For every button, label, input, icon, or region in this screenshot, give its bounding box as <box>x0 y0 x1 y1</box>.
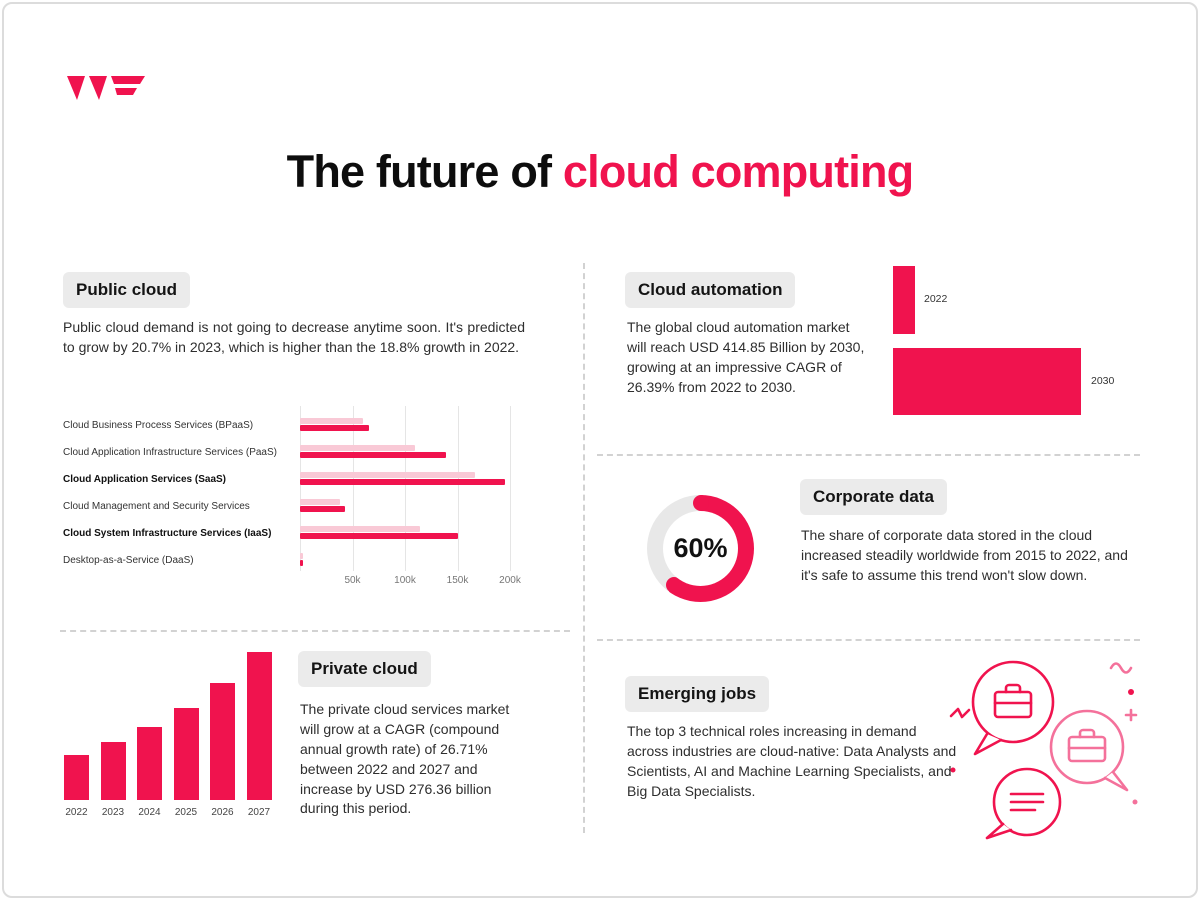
public-cloud-bar-chart: 50k 100k 150k 200k Cloud Business Process Se… <box>63 406 533 588</box>
gridline <box>457 406 459 571</box>
year-bar-2024 <box>137 727 162 800</box>
year-bar-2027 <box>246 652 272 800</box>
bar-2022 <box>300 526 421 532</box>
title-accent: cloud computing <box>562 146 914 197</box>
bar-row: Desktop-as-a-Service (DaaS) <box>63 547 533 574</box>
vertical-section-divider <box>583 263 585 833</box>
bar-2022 <box>300 418 363 424</box>
year-label: 2027 <box>247 807 271 818</box>
bar-row: Cloud Application Infrastructure Service… <box>63 439 533 466</box>
donut-hole <box>663 511 738 586</box>
private-cloud-heading: Private cloud <box>298 651 431 687</box>
private-cloud-bar-chart: 2022 2023 2024 2025 2026 2027 <box>63 648 278 820</box>
year-bar-2026 <box>210 683 235 800</box>
bar-row: Cloud Business Process Services (BPaaS) <box>63 412 533 439</box>
donut-arc-cap <box>665 577 682 594</box>
bar-2022 <box>300 553 303 559</box>
corporate-data-heading: Corporate data <box>800 479 947 515</box>
section-divider <box>60 630 570 632</box>
year-label: 2023 <box>101 807 125 818</box>
donut-percent-label: 60% <box>673 533 728 563</box>
bar-2023 <box>300 506 345 512</box>
gridline <box>352 406 354 571</box>
x-tick-label: 150k <box>446 575 469 586</box>
category-label: Cloud Application Infrastructure Service… <box>63 447 277 458</box>
donut-arc-cap <box>692 495 709 511</box>
automation-bar-2022-label: 2022 <box>924 293 948 305</box>
year-bar-2025 <box>173 707 199 800</box>
section-divider <box>597 454 1140 456</box>
x-tick-label: 50k <box>344 575 361 586</box>
bar-row: Cloud System Infrastructure Services (Ia… <box>63 520 533 547</box>
title-prefix: The future of <box>286 146 563 197</box>
category-label: Cloud Business Process Services (BPaaS) <box>63 420 254 431</box>
automation-bar-2022 <box>893 266 915 334</box>
automation-bar-2030 <box>893 348 1081 415</box>
bar-2022 <box>300 445 416 451</box>
bar-2023 <box>300 533 458 539</box>
year-bar-2023 <box>100 742 126 800</box>
category-label: Cloud Application Services (SaaS) <box>63 474 227 485</box>
bar-2023 <box>300 452 447 458</box>
year-label: 2024 <box>138 807 161 818</box>
corporate-data-body: The share of corporate data stored in th… <box>801 527 1128 583</box>
year-label: 2026 <box>211 807 234 818</box>
corporate-data-donut-chart: 60% <box>647 495 754 602</box>
gridline <box>300 406 301 571</box>
section-divider <box>597 639 1140 641</box>
speech-bubbles-briefcase-illustration <box>949 660 1138 840</box>
page-title: The future of cloud computing <box>0 146 1200 198</box>
bar-2022 <box>300 472 476 478</box>
year-label: 2022 <box>65 807 88 818</box>
category-label: Cloud System Infrastructure Services (Ia… <box>63 528 272 539</box>
emerging-jobs-heading: Emerging jobs <box>625 676 770 712</box>
gridline <box>405 406 406 571</box>
x-tick-label: 100k <box>394 575 416 586</box>
bar-2022 <box>300 499 340 505</box>
cloud-automation-heading: Cloud automation <box>625 272 796 308</box>
bar-2023 <box>300 479 505 485</box>
year-label: 2025 <box>174 807 198 818</box>
cloud-automation-body: The global cloud automation market will … <box>627 319 865 395</box>
brand-logo-icon <box>67 76 145 100</box>
public-cloud-body: Public cloud demand is not going to decr… <box>63 319 525 355</box>
bar-2023 <box>300 425 369 431</box>
year-bar-2022 <box>64 754 89 800</box>
category-label: Desktop-as-a-Service (DaaS) <box>63 555 194 566</box>
bar-row: Cloud Management and Security Services <box>63 493 533 520</box>
gridline <box>510 406 511 571</box>
bar-row: Cloud Application Services (SaaS) <box>63 466 533 493</box>
category-label: Cloud Management and Security Services <box>63 501 250 512</box>
x-tick-label: 200k <box>499 575 521 586</box>
automation-bar-2030-label: 2030 <box>1091 375 1115 387</box>
private-cloud-body: The private cloud services market will g… <box>300 701 510 817</box>
bar-2023 <box>300 560 304 566</box>
emerging-jobs-body: The top 3 technical roles increasing in … <box>627 723 957 799</box>
public-cloud-heading: Public cloud <box>63 272 191 308</box>
